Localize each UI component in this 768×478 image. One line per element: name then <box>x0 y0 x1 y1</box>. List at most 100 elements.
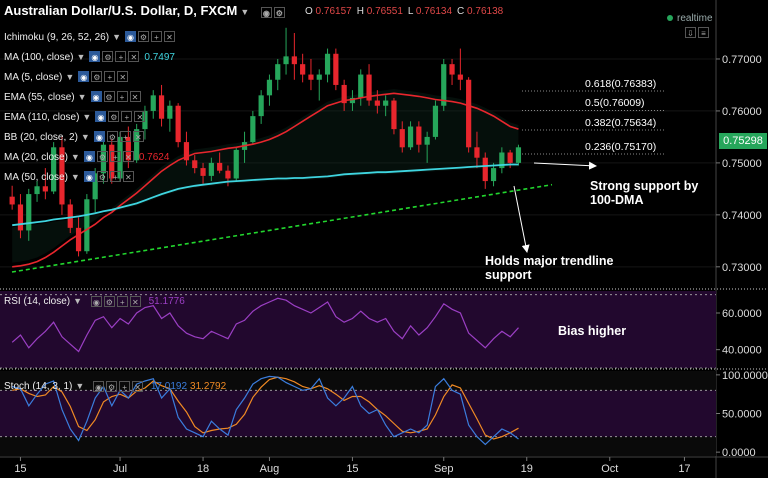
eye-icon[interactable]: ◉ <box>93 131 105 143</box>
close-icon[interactable]: ✕ <box>128 51 140 63</box>
add-icon[interactable]: + <box>104 71 116 83</box>
bearish-candle <box>192 160 198 169</box>
eye-icon[interactable]: ◉ <box>78 71 90 83</box>
chevron-down-icon[interactable]: ▼ <box>65 72 75 82</box>
add-icon[interactable]: + <box>121 111 133 123</box>
time-tick-label: 19 <box>521 463 533 475</box>
time-tick-label: 15 <box>346 463 358 475</box>
bullish-candle <box>258 95 264 117</box>
indicator-row[interactable]: EMA (55, close) ▼ ◉ ⚙ + ✕ <box>4 90 143 104</box>
add-icon[interactable]: + <box>115 51 127 63</box>
fib-level-label: 0.5(0.76009) <box>585 97 645 110</box>
bullish-candle <box>250 116 256 143</box>
eye-icon[interactable]: ◉ <box>124 31 136 43</box>
eye-icon[interactable]: ◉ <box>89 51 101 63</box>
chevron-down-icon[interactable]: ▼ <box>240 7 250 17</box>
arrow-down-icon[interactable]: ⇩ <box>685 27 696 39</box>
settings-icon[interactable]: ⚙ <box>103 91 115 103</box>
indicator-label: Ichimoku (9, 26, 52, 26) <box>4 32 110 43</box>
menu-icon[interactable]: ≡ <box>698 27 709 39</box>
settings-icon[interactable]: ⚙ <box>106 381 118 392</box>
indicator-row[interactable]: BB (20, close, 2) ▼ ◉ ⚙ + ✕ <box>4 130 146 144</box>
time-tick-label: Jul <box>113 463 127 475</box>
close-icon[interactable]: ✕ <box>122 151 134 163</box>
close-icon[interactable]: ✕ <box>132 131 144 143</box>
stoch-tick-label: 50.0000 <box>722 409 762 421</box>
price-tick-label: 0.76000 <box>722 106 762 118</box>
indicator-row[interactable]: MA (5, close) ▼ ◉ ⚙ + ✕ <box>4 70 130 84</box>
annotation-line: 100-DMA <box>590 193 644 207</box>
chevron-down-icon[interactable]: ▼ <box>112 32 121 42</box>
settings-icon[interactable]: ⚙ <box>106 131 118 143</box>
bearish-candle <box>341 84 347 104</box>
eye-icon[interactable]: ◉ <box>90 296 102 307</box>
eye-icon[interactable]: ◉ <box>93 381 105 392</box>
settings-icon[interactable]: ⚙ <box>102 51 114 63</box>
rsi-tick-label: 60.0000 <box>722 308 762 320</box>
bearish-candle <box>217 162 223 171</box>
settings-icon[interactable]: ⚙ <box>103 296 115 307</box>
settings-icon[interactable]: ⚙ <box>108 111 120 123</box>
eye-icon[interactable]: ◉ <box>83 151 95 163</box>
add-icon[interactable]: + <box>116 91 128 103</box>
chevron-down-icon[interactable]: ▼ <box>80 132 90 142</box>
chevron-down-icon[interactable]: ▼ <box>77 92 87 102</box>
stoch-k-line <box>12 375 519 446</box>
bearish-candle <box>300 64 306 75</box>
live-dot-icon <box>667 15 673 22</box>
settings-icon[interactable]: ⚙ <box>273 7 285 19</box>
chevron-down-icon[interactable]: ▼ <box>70 152 80 162</box>
close-icon[interactable]: ✕ <box>129 91 141 103</box>
settings-icon[interactable]: ⚙ <box>137 31 149 43</box>
chevron-down-icon[interactable]: ▼ <box>76 52 86 62</box>
bearish-candle <box>125 136 131 161</box>
chart-controls[interactable]: ⇩ ≡ <box>685 24 715 39</box>
close-icon[interactable]: ✕ <box>132 381 144 392</box>
eye-icon[interactable]: ◉ <box>260 7 272 19</box>
add-icon[interactable]: + <box>109 171 121 183</box>
chevron-down-icon[interactable]: ▼ <box>70 172 80 182</box>
bearish-candle <box>416 126 422 145</box>
symbol-title[interactable]: Australian Dollar/U.S. Dollar, D, FXCM ▼ … <box>4 3 285 19</box>
bearish-candle <box>225 170 231 179</box>
add-icon[interactable]: + <box>119 381 131 392</box>
chevron-down-icon[interactable]: ▼ <box>73 296 83 307</box>
bias-annotation: Bias higher <box>558 324 627 338</box>
chevron-down-icon[interactable]: ▼ <box>82 112 92 122</box>
settings-icon[interactable]: ⚙ <box>96 171 108 183</box>
support-100dma-annotation: Strong support by 100-DMA <box>590 179 698 207</box>
settings-icon[interactable]: ⚙ <box>96 151 108 163</box>
bearish-candle <box>17 204 24 231</box>
ohlc-value: 0.76551 <box>363 6 403 17</box>
close-icon[interactable]: ✕ <box>122 171 134 183</box>
bullish-candle <box>134 129 140 161</box>
bullish-candle <box>275 64 281 80</box>
add-icon[interactable]: + <box>109 151 121 163</box>
add-icon[interactable]: + <box>150 31 162 43</box>
bearish-candle <box>391 100 397 130</box>
stoch-k-value: 17.0192 <box>150 381 188 393</box>
add-icon[interactable]: + <box>116 296 128 307</box>
eye-icon[interactable]: ◉ <box>95 111 107 123</box>
indicator-row[interactable]: MA (20, close) ▼ ◉ ⚙ + ✕ 0.7624 <box>4 150 169 164</box>
eye-icon[interactable]: ◉ <box>90 91 102 103</box>
indicator-row[interactable]: EMA (110, close) ▼ ◉ ⚙ + ✕ <box>4 110 147 124</box>
close-icon[interactable]: ✕ <box>129 296 141 307</box>
ohlc-key: C <box>457 6 465 17</box>
support-trendline <box>11 183 553 273</box>
close-icon[interactable]: ✕ <box>117 71 129 83</box>
bearish-candle <box>507 152 513 163</box>
eye-icon[interactable]: ◉ <box>83 171 95 183</box>
indicator-row[interactable]: MA (50, close) ▼ ◉ ⚙ + ✕ <box>4 170 136 184</box>
indicator-row[interactable]: Ichimoku (9, 26, 52, 26) ▼ ◉ ⚙ + ✕ <box>4 30 177 44</box>
indicator-row[interactable]: MA (100, close) ▼ ◉ ⚙ + ✕ 0.7497 <box>4 50 175 64</box>
close-icon[interactable]: ✕ <box>163 31 175 43</box>
price-tick-label: 0.77000 <box>722 54 762 66</box>
add-icon[interactable]: + <box>119 131 131 143</box>
moving-averages <box>12 92 519 268</box>
close-icon[interactable]: ✕ <box>134 111 146 123</box>
bullish-candle <box>383 100 389 106</box>
settings-icon[interactable]: ⚙ <box>91 71 103 83</box>
chevron-down-icon[interactable]: ▼ <box>75 381 85 392</box>
